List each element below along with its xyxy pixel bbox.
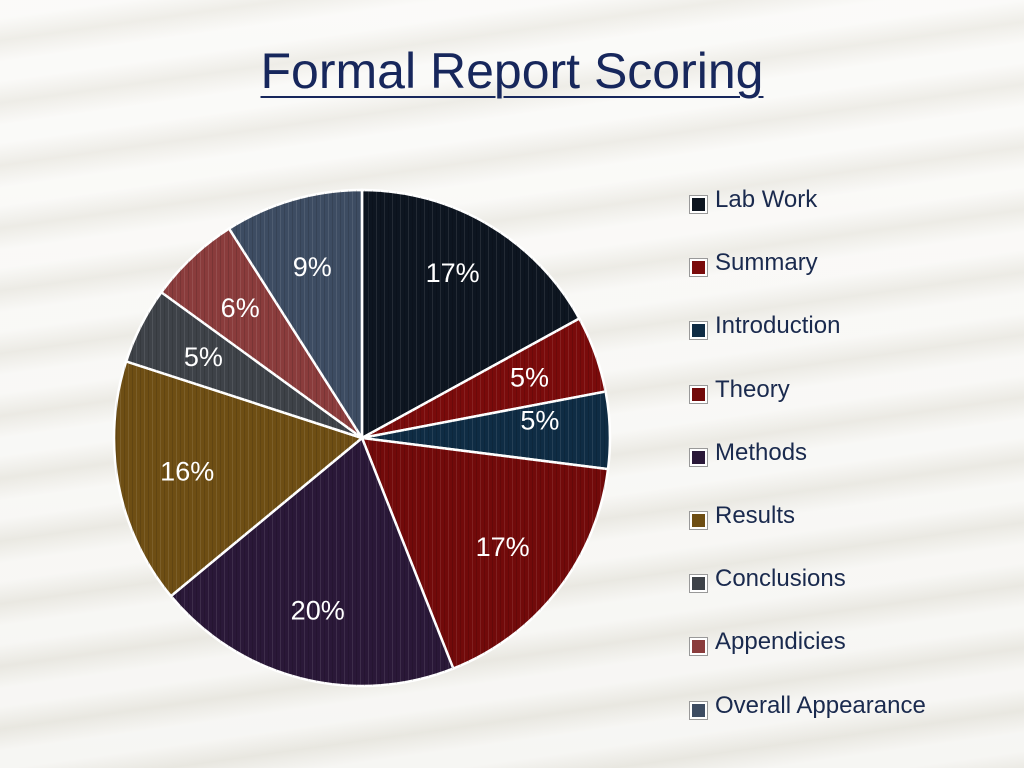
pie-slice-texture	[362, 318, 606, 438]
legend-label: Methods	[715, 438, 808, 466]
pie-slice-texture	[161, 228, 362, 438]
legend-label: Lab Work	[715, 186, 818, 213]
slice-data-label: 17%	[476, 532, 530, 562]
slice-data-label: 5%	[184, 342, 223, 372]
legend-item: Conclusions	[690, 565, 926, 628]
slice-data-label: 16%	[160, 456, 214, 486]
legend-label: Conclusions	[715, 565, 846, 593]
legend-label: Theory	[715, 375, 790, 403]
pie-slice-texture	[362, 190, 580, 438]
legend-label: Overall Appearance	[715, 691, 926, 719]
chart-legend: Lab Work Summary Introduction Theory Methods…	[690, 186, 926, 755]
legend-label: Appendicies	[715, 628, 846, 656]
legend-item: Summary	[690, 249, 926, 312]
legend-label: Summary	[715, 249, 818, 277]
legend-swatch	[690, 448, 707, 466]
legend-item: Theory	[690, 376, 926, 439]
legend-label: Results	[715, 501, 796, 529]
legend-label: Introduction	[715, 312, 841, 340]
slide-title: Formal Report Scoring	[260, 43, 764, 99]
legend-item: Introduction	[690, 312, 926, 375]
legend-swatch	[690, 259, 707, 277]
legend-swatch	[690, 701, 707, 719]
legend-item: Results	[690, 502, 926, 565]
pie-slice-texture	[362, 391, 610, 470]
pie-slice-texture	[362, 438, 609, 669]
legend-item: Appendicies	[690, 628, 926, 691]
legend-swatch	[690, 322, 707, 340]
legend-swatch	[690, 575, 707, 593]
slice-data-label: 17%	[426, 258, 480, 288]
slice-data-label: 20%	[291, 595, 345, 625]
legend-swatch	[690, 385, 707, 403]
pie-slice-texture	[170, 438, 454, 686]
pie-slice-texture	[114, 361, 362, 597]
pie-slice-texture	[126, 292, 362, 438]
slice-data-label: 5%	[520, 405, 559, 435]
pie-slice-texture	[229, 190, 362, 438]
slice-data-label: 6%	[221, 293, 260, 323]
legend-item: Methods	[690, 439, 926, 502]
slice-data-label: 5%	[510, 363, 549, 393]
legend-swatch	[690, 638, 707, 656]
legend-item: Lab Work	[690, 186, 926, 249]
legend-swatch	[690, 196, 707, 213]
legend-swatch	[690, 511, 707, 529]
legend-item: Overall Appearance	[690, 692, 926, 755]
slice-data-label: 9%	[293, 252, 332, 282]
